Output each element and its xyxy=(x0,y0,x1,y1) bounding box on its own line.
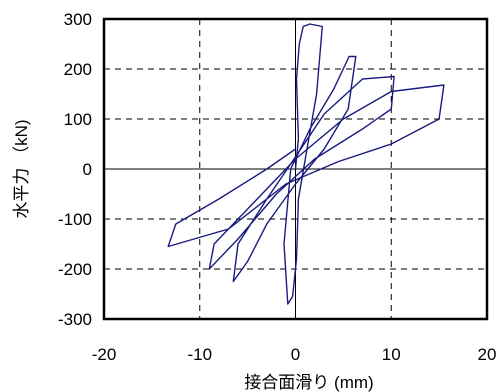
x-axis-label: 接合面滑り (mm) xyxy=(244,373,373,392)
y-tick-label: 200 xyxy=(64,60,92,79)
y-tick-label: 300 xyxy=(64,10,92,29)
y-tick-label: -300 xyxy=(58,310,92,329)
y-tick-label: -100 xyxy=(58,210,92,229)
y-tick-label: 100 xyxy=(64,110,92,129)
y-axis-ticks: 300 200 100 0 -100 -200 -300 xyxy=(58,10,92,329)
x-tick-label: 0 xyxy=(291,345,300,364)
hysteresis-curve xyxy=(167,23,445,305)
x-tick-label: -10 xyxy=(187,345,212,364)
x-tick-label: -20 xyxy=(92,345,117,364)
series-line xyxy=(167,23,445,305)
y-tick-label: 0 xyxy=(83,160,92,179)
x-axis-ticks: -20 -10 0 10 20 xyxy=(92,345,497,364)
x-tick-label: 20 xyxy=(478,345,497,364)
plot-frame xyxy=(102,17,489,321)
x-tick-label: 10 xyxy=(382,345,401,364)
y-axis-label: 水平力 （kN) xyxy=(12,119,31,218)
y-tick-label: -200 xyxy=(58,260,92,279)
